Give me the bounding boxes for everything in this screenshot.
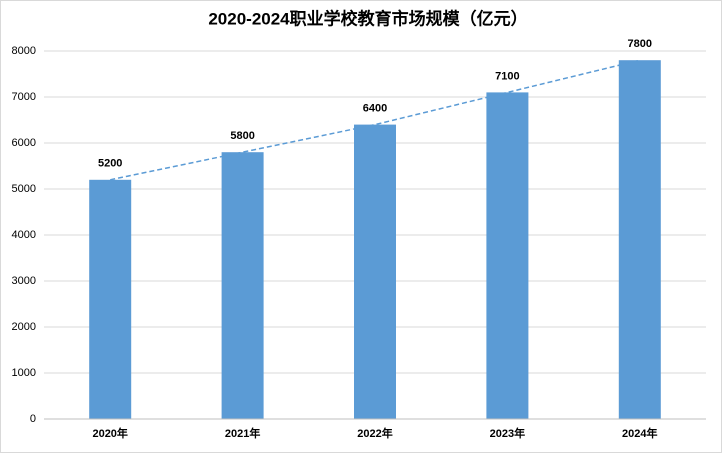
y-tick-label: 1000	[12, 367, 36, 379]
value-label: 5800	[230, 130, 254, 142]
y-tick-label: 4000	[12, 229, 36, 241]
trend-line	[110, 59, 640, 181]
bar	[89, 179, 132, 419]
value-label: 7100	[495, 70, 519, 82]
x-tick-label: 2023年	[490, 426, 525, 440]
y-tick-label: 7000	[12, 91, 36, 103]
y-tick-label: 5000	[12, 183, 36, 195]
bar	[354, 124, 396, 419]
x-tick-label: 2024年	[622, 426, 657, 440]
bar	[486, 92, 529, 420]
y-tick-label: 2000	[12, 321, 36, 333]
value-label: 6400	[363, 103, 387, 115]
y-tick-label: 6000	[12, 137, 36, 149]
y-tick-label: 8000	[12, 45, 36, 57]
x-tick-label: 2020年	[92, 426, 127, 440]
chart-title: 2020-2024职业学校教育市场规模（亿元）	[208, 8, 527, 28]
y-tick-label: 0	[30, 413, 36, 425]
x-tick-label: 2022年	[357, 426, 392, 440]
y-tick-label: 3000	[12, 275, 36, 287]
bar	[221, 152, 264, 419]
value-label: 7800	[628, 38, 652, 50]
bar	[618, 60, 661, 419]
value-label: 5200	[98, 158, 122, 170]
x-tick-label: 2021年	[225, 426, 260, 440]
